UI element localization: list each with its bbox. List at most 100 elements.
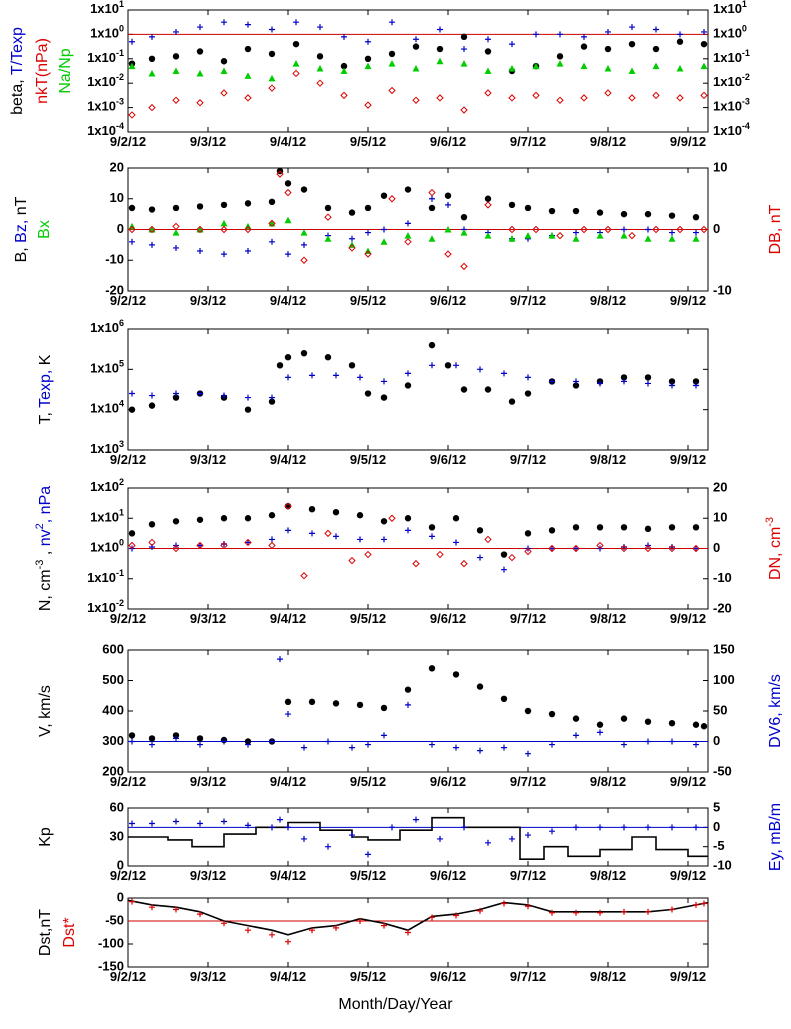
data-point-bz (429, 195, 435, 202)
data-point-ey (285, 824, 291, 831)
data-point-t-texp (461, 46, 467, 53)
data-point-beta (172, 53, 180, 60)
data-point-db (508, 225, 516, 234)
data-point-ey (197, 820, 203, 827)
panel-2-ytick-label: 20 (110, 159, 124, 174)
data-point-db (628, 231, 636, 240)
data-point-dn (388, 514, 396, 522)
panel-5-ytick-right-label: 150 (713, 641, 735, 656)
data-point-dn (324, 529, 332, 538)
data-point-dst- (573, 909, 579, 916)
data-point-nkt-npa- (172, 96, 180, 104)
data-point-nv2 (501, 566, 507, 573)
data-point-ey (269, 824, 275, 831)
panel-1-frame (127, 9, 709, 133)
panel-3-xtick-label: 9/6/12 (430, 452, 466, 467)
data-point-nkt-npa- (508, 94, 516, 102)
data-point-t (276, 362, 284, 369)
data-point-nkt-npa- (340, 91, 348, 100)
data-point-bz (129, 238, 135, 245)
data-point-t-texp (557, 31, 563, 38)
data-point-dn (364, 550, 372, 559)
data-point-bx (428, 235, 436, 242)
data-point-nv2 (357, 536, 363, 543)
data-point-t-texp (581, 33, 587, 40)
data-point-beta (148, 55, 156, 62)
data-point-bz (269, 238, 275, 245)
data-point-dv6 (669, 738, 675, 745)
data-point-texp (221, 392, 227, 399)
panel-4-ytick-label: 1x101 (90, 508, 124, 525)
panel-1-ytick-right-label: 1x101 (713, 0, 747, 16)
panel-7-xtick-label: 9/9/12 (670, 969, 706, 984)
data-point-b (364, 204, 372, 212)
panel-1-left-label: beta, T/Texp (9, 27, 26, 115)
data-point-t-texp (197, 24, 203, 31)
data-point-db (676, 225, 684, 234)
data-point-n (644, 525, 652, 533)
data-point-bx (460, 229, 468, 236)
data-point-texp (549, 378, 555, 385)
data-point-ey (597, 824, 603, 831)
data-point-ey (669, 824, 675, 831)
data-point-beta (580, 43, 588, 50)
data-point-dn (268, 541, 276, 550)
data-point-bx (524, 232, 532, 239)
data-point-n (548, 527, 556, 534)
panel-3-xtick-label: 9/9/12 (670, 452, 706, 467)
data-point-dst- (429, 914, 435, 921)
data-point-nkt-npa- (268, 84, 276, 92)
data-point-bx (404, 232, 412, 239)
data-point-b (484, 195, 492, 202)
data-point-bz (197, 248, 203, 255)
panel-1-xtick-label: 9/7/12 (510, 134, 546, 149)
data-point-n (356, 512, 364, 519)
data-point-b (348, 209, 356, 216)
panel-1-xtick-label: 9/2/12 (110, 134, 146, 149)
data-point-dn (460, 559, 468, 568)
data-point-v (244, 738, 252, 745)
data-point-bz (149, 241, 155, 248)
data-point-db (172, 222, 180, 231)
data-point-n (244, 515, 252, 522)
data-point-bx (284, 216, 292, 224)
data-point-beta (436, 45, 444, 53)
data-point-na-np (532, 62, 540, 70)
data-point-t (644, 374, 652, 381)
data-point-db (404, 238, 412, 246)
panel-7-xtick-label: 9/7/12 (510, 969, 546, 984)
data-point-bx (548, 232, 556, 239)
data-point-texp (173, 390, 179, 397)
data-point-dv6 (277, 656, 283, 663)
data-point-na-np (508, 65, 516, 72)
data-point-texp (285, 374, 291, 381)
data-point-n (284, 502, 292, 510)
panel-4-xtick-label: 9/9/12 (670, 611, 706, 626)
data-point-t (284, 354, 292, 361)
data-point-ey (645, 824, 651, 831)
data-point-b (268, 198, 276, 206)
panel-1-ytick-label: 1x101 (90, 0, 124, 16)
data-point-na-np (316, 65, 324, 72)
data-point-bx (220, 219, 228, 227)
panel-5-xtick-label: 9/7/12 (510, 774, 546, 789)
panel-4-xtick-label: 9/2/12 (110, 611, 146, 626)
data-point-n (332, 509, 340, 516)
data-point-bz (173, 244, 179, 251)
data-point-t-texp (485, 36, 491, 43)
data-point-texp (129, 390, 135, 397)
data-point-texp (573, 378, 579, 385)
data-point-nv2 (381, 536, 387, 543)
data-point-nkt-npa- (316, 79, 324, 87)
data-point-b (220, 201, 228, 209)
panel-7-frame (127, 897, 709, 968)
data-point-na-np (388, 60, 396, 67)
data-point-dst- (173, 906, 179, 913)
panel-3-xtick-label: 9/2/12 (110, 452, 146, 467)
panel-5-xtick-label: 9/3/12 (190, 774, 226, 789)
data-point-ey (413, 816, 419, 823)
data-point-beta (604, 45, 612, 53)
panel-4-ytick-label: 1x102 (90, 477, 124, 494)
data-point-bz (381, 226, 387, 233)
